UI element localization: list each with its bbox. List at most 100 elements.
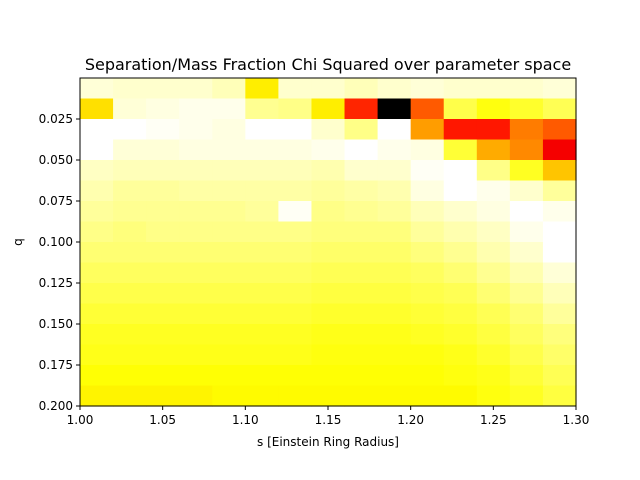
heatmap-cell bbox=[410, 98, 445, 120]
heatmap-cell bbox=[476, 98, 511, 120]
heatmap-cell bbox=[509, 160, 544, 182]
heatmap-cell bbox=[344, 78, 379, 100]
y-tick-label: 0.025 bbox=[39, 112, 73, 126]
heatmap-cell bbox=[509, 283, 544, 305]
heatmap-cell bbox=[245, 365, 279, 387]
heatmap-cell bbox=[80, 344, 114, 366]
heatmap-cell bbox=[146, 139, 180, 161]
heatmap-cell bbox=[377, 303, 412, 325]
heatmap-cell bbox=[410, 303, 445, 325]
heatmap-cell bbox=[80, 283, 114, 305]
heatmap-cell bbox=[179, 344, 213, 366]
heatmap-cell bbox=[113, 180, 147, 202]
heatmap-cell bbox=[509, 139, 544, 161]
heatmap-cell bbox=[80, 98, 114, 120]
heatmap-cell bbox=[377, 283, 412, 305]
heatmap-cell bbox=[179, 221, 213, 243]
heatmap-cell bbox=[311, 324, 346, 346]
heatmap-cell bbox=[212, 160, 246, 182]
heatmap-cell bbox=[476, 385, 511, 407]
heatmap-cell bbox=[146, 98, 180, 120]
heatmap-cell bbox=[278, 262, 313, 284]
heatmap-cell bbox=[542, 303, 577, 325]
heatmap-cell bbox=[377, 78, 412, 100]
heatmap-cells bbox=[80, 78, 577, 407]
heatmap-cell bbox=[146, 324, 180, 346]
heatmap-cell bbox=[245, 344, 279, 366]
heatmap-cell bbox=[278, 303, 313, 325]
y-tick-label: 0.125 bbox=[39, 276, 73, 290]
heatmap-cell bbox=[344, 324, 379, 346]
heatmap-cell bbox=[443, 98, 478, 120]
heatmap-cell bbox=[179, 201, 213, 223]
heatmap-cell bbox=[245, 324, 279, 346]
heatmap-cell bbox=[443, 283, 478, 305]
heatmap-cell bbox=[542, 180, 577, 202]
heatmap-cell bbox=[212, 344, 246, 366]
heatmap-cell bbox=[113, 262, 147, 284]
heatmap-cell bbox=[311, 344, 346, 366]
heatmap-cell bbox=[311, 385, 346, 407]
heatmap-cell bbox=[509, 201, 544, 223]
heatmap-cell bbox=[443, 180, 478, 202]
heatmap-cell bbox=[278, 324, 313, 346]
heatmap-cell bbox=[80, 139, 114, 161]
heatmap-cell bbox=[179, 242, 213, 264]
heatmap-cell bbox=[245, 201, 279, 223]
heatmap-cell bbox=[476, 139, 511, 161]
heatmap-cell bbox=[311, 139, 346, 161]
heatmap-cell bbox=[212, 385, 246, 407]
x-tick-label: 1.25 bbox=[480, 413, 507, 427]
heatmap-cell bbox=[113, 303, 147, 325]
heatmap-cell bbox=[212, 119, 246, 141]
heatmap-cell bbox=[377, 385, 412, 407]
heatmap-cell bbox=[542, 283, 577, 305]
heatmap-cell bbox=[80, 160, 114, 182]
heatmap-cell bbox=[212, 283, 246, 305]
heatmap-cell bbox=[146, 78, 180, 100]
heatmap-cell bbox=[278, 78, 313, 100]
heatmap-cell bbox=[443, 139, 478, 161]
heatmap-cell bbox=[443, 242, 478, 264]
heatmap-cell bbox=[377, 365, 412, 387]
heatmap-cell bbox=[113, 242, 147, 264]
heatmap-cell bbox=[278, 160, 313, 182]
heatmap-cell bbox=[245, 119, 279, 141]
heatmap-cell bbox=[113, 385, 147, 407]
heatmap-cell bbox=[146, 180, 180, 202]
heatmap-cell bbox=[443, 221, 478, 243]
heatmap-cell bbox=[443, 78, 478, 100]
heatmap-cell bbox=[80, 324, 114, 346]
heatmap-cell bbox=[542, 78, 577, 100]
heatmap-cell bbox=[377, 344, 412, 366]
heatmap-cell bbox=[410, 160, 445, 182]
heatmap-cell bbox=[311, 365, 346, 387]
heatmap-cell bbox=[509, 344, 544, 366]
heatmap-cell bbox=[245, 221, 279, 243]
heatmap-cell bbox=[410, 283, 445, 305]
heatmap-cell bbox=[212, 365, 246, 387]
heatmap-cell bbox=[278, 119, 313, 141]
heatmap-cell bbox=[212, 201, 246, 223]
heatmap-cell bbox=[344, 180, 379, 202]
y-axis-label: q bbox=[11, 238, 25, 246]
y-tick-label: 0.200 bbox=[39, 399, 73, 413]
heatmap-cell bbox=[245, 98, 279, 120]
heatmap-cell bbox=[311, 180, 346, 202]
heatmap-cell bbox=[80, 365, 114, 387]
heatmap-cell bbox=[113, 365, 147, 387]
heatmap-cell bbox=[212, 262, 246, 284]
x-tick-label: 1.15 bbox=[315, 413, 342, 427]
heatmap-cell bbox=[311, 303, 346, 325]
heatmap-cell bbox=[542, 385, 577, 407]
heatmap-cell bbox=[476, 324, 511, 346]
heatmap-cell bbox=[377, 201, 412, 223]
heatmap-cell bbox=[179, 365, 213, 387]
heatmap-cell bbox=[113, 139, 147, 161]
heatmap-cell bbox=[179, 98, 213, 120]
heatmap-cell bbox=[443, 262, 478, 284]
heatmap-cell bbox=[542, 160, 577, 182]
heatmap-cell bbox=[212, 78, 246, 100]
heatmap-cell bbox=[476, 201, 511, 223]
heatmap-cell bbox=[410, 365, 445, 387]
